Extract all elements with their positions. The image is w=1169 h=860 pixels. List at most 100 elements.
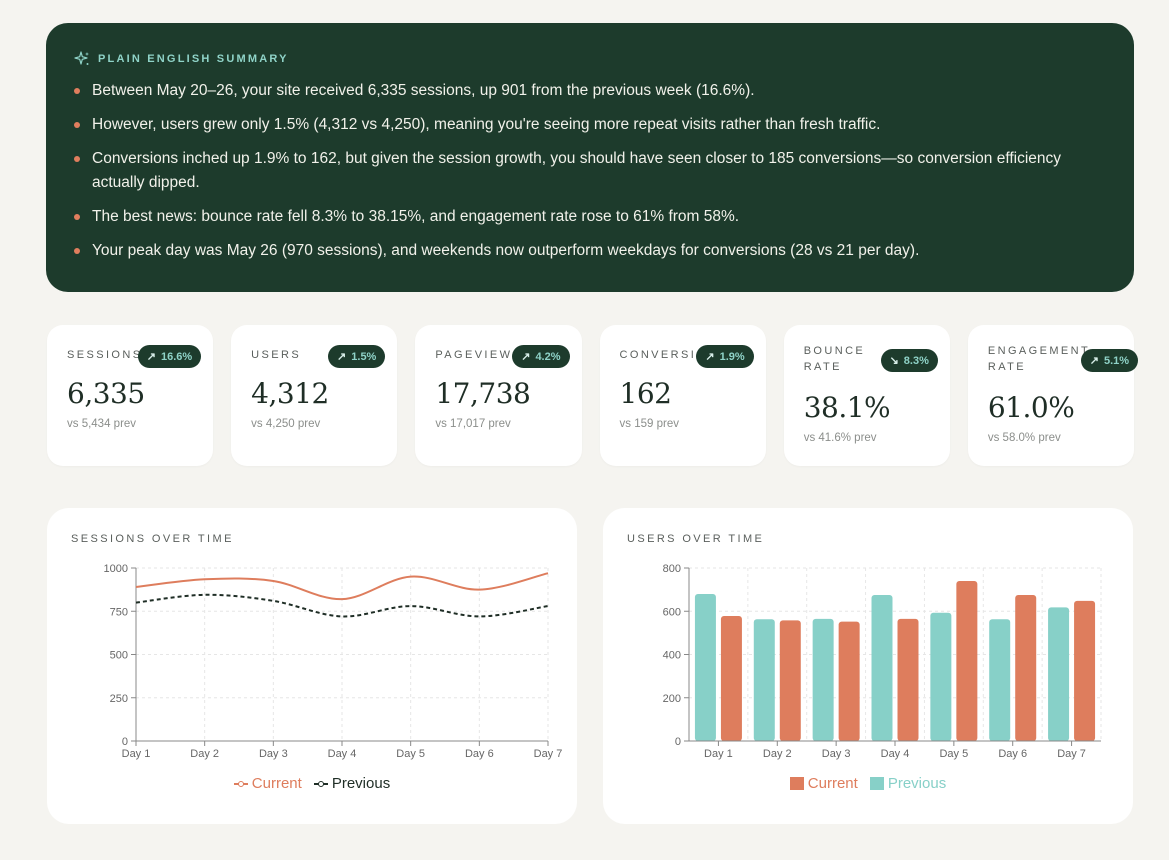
x-tick-label: Day 1 [704,748,733,760]
bullet-dot-icon [74,156,80,162]
y-tick-label: 1000 [104,563,128,575]
chart-title: USERS OVER TIME [627,533,765,545]
legend-label: Current [251,775,302,792]
badge-value: 1.9% [719,350,745,363]
summary-title: PLAIN ENGLISH SUMMARY [98,53,289,65]
y-tick-label: 0 [675,736,681,748]
arrow-up-right-icon: ↗ [146,351,156,363]
square-marker-icon [789,777,804,790]
badge-value: 16.6% [160,350,193,363]
y-tick-label: 200 [663,693,681,705]
y-tick-label: 500 [110,650,128,662]
arrow-up-right-icon: ↗ [1089,355,1099,367]
bar-previous [930,612,952,741]
x-tick-label: Day 5 [396,748,425,760]
bar-current [720,616,742,741]
chart-legend: Current Previous [603,775,1133,792]
kpi-previous: vs 41.6% prev [803,432,877,444]
x-tick-label: Day 7 [1057,748,1086,760]
y-tick-label: 750 [110,606,128,618]
kpi-value: 6,335 [67,377,145,410]
bar-current [779,620,801,741]
x-tick-label: Day 2 [763,748,792,760]
summary-bullet: However, users grew only 1.5% (4,312 vs … [74,113,1106,137]
sessions-line-chart: 0 250 500 750 1000 Day 1 Day 2 Day 3 Day 4 Day 5 D… [104,563,563,760]
x-tick-label: Day 6 [465,748,494,760]
kpi-previous: vs 5,434 prev [67,418,137,430]
bullet-text: Conversions inched up 1.9% to 162, but g… [92,150,1062,191]
kpi-value: 17,738 [435,377,531,410]
summary-bullet: Your peak day was May 26 (970 sessions),… [74,239,1106,263]
bar-previous [1048,607,1070,741]
kpi-card-pageviews: PAGEVIEWS ↗ 4.2% 17,738 vs 17,017 prev [415,325,582,466]
change-badge: ↗ 16.6% [137,345,202,368]
bullet-dot-icon [74,248,80,254]
kpi-value: 38.1% [803,391,891,424]
line-marker-icon [233,779,248,789]
bar-current [838,621,860,741]
kpi-label: USERS [251,349,302,361]
sparkle-icon [74,51,89,65]
square-marker-icon [869,777,884,790]
bar-previous [694,593,716,741]
kpi-previous: vs 17,017 prev [435,418,511,430]
bar-previous [812,618,834,741]
bullet-dot-icon [74,214,80,220]
users-bar-chart: 0 200 400 600 800 Day 1 Day 2 Day 3 Day 4 Day 5 Da… [663,563,1102,760]
arrow-down-right-icon: ↘ [889,355,899,367]
kpi-value: 162 [619,377,672,410]
bullet-text: However, users grew only 1.5% (4,312 vs … [92,116,881,133]
badge-value: 5.1% [1103,354,1130,367]
bar-current [897,618,919,741]
badge-value: 1.5% [351,350,377,363]
x-tick-label: Day 4 [328,748,357,760]
bar-previous [753,619,775,741]
bullet-dot-icon [74,88,80,94]
sessions-chart-card: SESSIONS OVER TIME 0 250 500 750 1000 Day 1 Da… [47,508,577,824]
legend-item-previous[interactable]: Previous [869,775,947,792]
arrow-up-right-icon: ↗ [337,351,347,363]
kpi-card-sessions: SESSIONS ↗ 16.6% 6,335 vs 5,434 prev [47,325,214,466]
bar-current [956,580,978,741]
legend-label: Current [807,775,858,792]
line-marker-icon [313,779,328,789]
x-tick-label: Day 1 [122,748,151,760]
x-tick-label: Day 4 [881,748,910,760]
x-tick-label: Day 7 [534,748,563,760]
legend-item-previous[interactable]: Previous [313,775,391,792]
change-badge: ↗ 1.5% [328,345,386,368]
bar-current [1074,600,1096,741]
summary-bullet: Between May 20–26, your site received 6,… [74,79,1106,103]
badge-value: 8.3% [903,354,929,367]
summary-header: PLAIN ENGLISH SUMMARY [74,51,1106,67]
bullet-dot-icon [74,122,80,128]
legend-item-current[interactable]: Current [233,775,302,792]
chart-title: SESSIONS OVER TIME [71,533,234,545]
kpi-previous: vs 159 prev [619,418,679,430]
x-tick-label: Day 2 [190,748,219,760]
legend-item-current[interactable]: Current [789,775,858,792]
x-tick-label: Day 6 [998,748,1027,760]
bar-previous [871,595,893,741]
y-tick-label: 600 [663,606,681,618]
bar-previous [989,619,1011,741]
kpi-previous: vs 58.0% prev [987,432,1061,444]
users-chart-card: USERS OVER TIME 0 200 400 600 800 Day 1 Day 2 D… [603,508,1133,824]
kpi-card-engagement-rate: ENGAGEMENT RATE ↗ 5.1% 61.0% vs 58.0% pre… [967,325,1139,466]
kpi-label: CONVERSIONS [619,349,728,361]
change-badge: ↘ 8.3% [880,349,938,372]
bullet-text: The best news: bounce rate fell 8.3% to … [92,208,740,225]
legend-label: Previous [331,775,391,792]
y-tick-label: 250 [110,693,128,705]
legend-label: Previous [887,775,947,792]
kpi-label: BOUNCE RATE [803,345,866,373]
change-badge: ↗ 1.9% [696,345,754,368]
x-tick-label: Day 3 [259,748,288,760]
kpi-card-conversions: CONVERSIONS ↗ 1.9% 162 vs 159 prev [599,325,766,466]
change-badge: ↗ 4.2% [512,345,570,368]
summary-panel: PLAIN ENGLISH SUMMARY Between May 20–26,… [46,23,1134,292]
summary-bullet: The best news: bounce rate fell 8.3% to … [74,205,1106,229]
kpi-card-users: USERS ↗ 1.5% 4,312 vs 4,250 prev [231,325,398,466]
y-tick-label: 800 [663,563,681,575]
kpi-label: ENGAGEMENT RATE [987,345,1090,373]
